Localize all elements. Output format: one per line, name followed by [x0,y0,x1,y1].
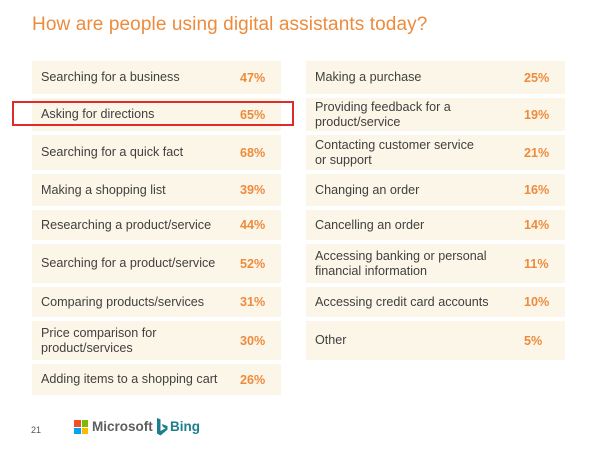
item-value: 31% [240,295,266,309]
bing-logo-icon [157,418,168,436]
item-value: 26% [240,372,266,387]
item-value: 14% [524,218,550,232]
page-title: How are people using digital assistants … [32,14,428,35]
list-item: Contacting customer service or support 2… [306,135,565,170]
item-label: Accessing banking or personal financial … [315,248,487,278]
item-label: Comparing products/services [41,294,205,309]
list-item: Making a purchase 25% [306,61,565,94]
list-item: Comparing products/services 31% [32,287,281,317]
list-item: Researching a product/service 44% [32,210,281,240]
list-item: Searching for a product/service 52% [32,244,281,283]
item-label: Making a shopping list [41,182,166,197]
microsoft-wordmark: Microsoft [92,419,153,434]
list-item: Adding items to a shopping cart 26% [32,364,281,395]
item-value: 19% [524,107,550,122]
item-label: Contacting customer service or support [315,137,474,167]
item-label: Accessing credit card accounts [315,294,489,309]
item-value: 5% [524,333,543,348]
item-value: 39% [240,183,266,197]
list-item: Cancelling an order 14% [306,210,565,240]
item-label: Asking for directions [41,107,155,121]
item-value: 10% [524,295,550,309]
item-value: 16% [524,183,550,197]
page-number: 21 [31,425,42,435]
item-value: 11% [524,256,549,271]
microsoft-logo-icon [74,420,88,434]
list-item: Price comparison for product/services 30… [32,321,281,360]
item-label: Providing feedback for a product/service [315,99,451,129]
list-item: Searching for a quick fact 68% [32,135,281,170]
item-label: Searching for a quick fact [41,145,184,159]
item-label: Other [315,333,347,347]
bing-wordmark: Bing [170,419,200,434]
item-label: Making a purchase [315,70,422,84]
item-label: Searching for a business [41,70,180,84]
item-label: Searching for a product/service [41,256,216,270]
item-value: 21% [524,145,550,160]
list-item: Providing feedback for a product/service… [306,98,565,131]
item-value: 52% [240,256,266,271]
list-item: Accessing banking or personal financial … [306,244,565,283]
item-label: Adding items to a shopping cart [41,372,218,386]
list-item: Searching for a business 47% [32,61,281,94]
item-label: Changing an order [315,182,420,197]
item-value: 68% [240,145,266,160]
item-value: 30% [240,333,266,348]
item-value: 47% [240,70,266,85]
item-value: 44% [240,218,266,232]
item-value: 25% [524,70,550,85]
item-value: 65% [240,107,266,122]
list-item: Changing an order 16% [306,174,565,206]
highlight-box [12,101,294,126]
list-item: Other 5% [306,321,565,360]
footer: 21 Microsoft Bing [0,410,600,450]
list-item: Accessing credit card accounts 10% [306,287,565,317]
list-item: Making a shopping list 39% [32,174,281,206]
item-label: Cancelling an order [315,217,425,232]
item-label: Researching a product/service [41,217,212,232]
item-label: Price comparison for product/services [41,325,157,355]
